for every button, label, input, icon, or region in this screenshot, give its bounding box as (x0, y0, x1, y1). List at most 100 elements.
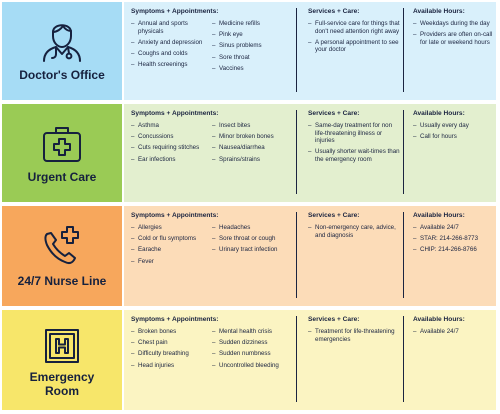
list-item: Same-day treatment for non life-threaten… (308, 122, 400, 145)
hours-column: Available Hours: Available 24/7 (413, 316, 495, 404)
symptoms-column: Symptoms + Appointments: Annual and spor… (131, 8, 293, 94)
phone-plus-icon (2, 222, 122, 268)
list-item: Head injuries (131, 362, 208, 370)
list-item: Urinary tract infection (212, 246, 289, 254)
list-item: Non-emergency care, advice, and diagnosi… (308, 224, 400, 239)
list-item: Weekdays during the day (413, 20, 495, 28)
services-column: Services + Care: Full-service care for t… (308, 8, 400, 94)
list-item: A personal appointment to see your docto… (308, 39, 400, 54)
row-content: Symptoms + Appointments: Broken bones Ch… (122, 310, 496, 410)
list-item: Health screenings (131, 61, 208, 69)
row-nurse-line: 24/7 Nurse Line Symptoms + Appointments:… (2, 206, 496, 306)
row-content: Symptoms + Appointments: Annual and spor… (122, 2, 496, 100)
list-item: Available 24/7 (413, 328, 495, 336)
label-panel: Doctor's Office (2, 2, 122, 100)
row-emergency-room: Emergency Room Symptoms + Appointments: … (2, 310, 496, 410)
column-divider (296, 8, 297, 92)
row-label: Emergency Room (29, 370, 95, 398)
hours-heading: Available Hours: (413, 8, 465, 15)
hours-heading: Available Hours: (413, 316, 465, 323)
symptoms-column: Symptoms + Appointments: Asthma Concussi… (131, 110, 293, 196)
list-item: Uncontrolled bleeding (212, 362, 289, 370)
label-panel: Urgent Care (2, 104, 122, 202)
symptoms-list-left: Allergies Cold or flu symptoms Earache F… (131, 224, 212, 269)
symptoms-column: Symptoms + Appointments: Broken bones Ch… (131, 316, 293, 404)
row-content: Symptoms + Appointments: Asthma Concussi… (122, 104, 496, 202)
list-item: Allergies (131, 224, 208, 232)
list-item: Anxiety and depression (131, 39, 208, 47)
column-divider (296, 316, 297, 402)
symptoms-list-right: Headaches Sore throat or cough Urinary t… (212, 224, 293, 269)
list-item: Pink eye (212, 31, 289, 39)
list-item: Usually shorter wait-times than the emer… (308, 148, 400, 163)
services-heading: Services + Care: (308, 316, 360, 323)
list-item: Asthma (131, 122, 208, 130)
list-item: Ear infections (131, 156, 208, 164)
row-content: Symptoms + Appointments: Allergies Cold … (122, 206, 496, 306)
list-item: Sudden dizziness (212, 339, 289, 347)
hours-heading: Available Hours: (413, 110, 465, 117)
row-doctors-office: Doctor's Office Symptoms + Appointments:… (2, 2, 496, 100)
list-item: Vaccines (212, 65, 289, 73)
hours-column: Available Hours: Available 24/7 STAR: 21… (413, 212, 497, 300)
doctor-icon (2, 16, 122, 62)
list-item: Providers are often on-call for late or … (413, 31, 495, 46)
list-item: Cold or flu symptoms (131, 235, 208, 243)
list-item: Annual and sports physicals (131, 20, 208, 35)
services-column: Services + Care: Treatment for life-thre… (308, 316, 400, 404)
list-item: CHIP: 214-266-8766 (413, 246, 497, 254)
list-item: Minor broken bones (212, 133, 289, 141)
column-divider (296, 110, 297, 194)
column-divider (403, 8, 404, 92)
symptoms-list-right: Mental health crisis Sudden dizziness Su… (212, 328, 293, 373)
list-item: Sore throat or cough (212, 235, 289, 243)
symptoms-list-right: Insect bites Minor broken bones Nausea/d… (212, 122, 293, 167)
symptoms-column: Symptoms + Appointments: Allergies Cold … (131, 212, 293, 300)
symptoms-list-left: Asthma Concussions Cuts requiring stitch… (131, 122, 212, 167)
list-item: Usually every day (413, 122, 495, 130)
column-divider (403, 110, 404, 194)
symptoms-list-left: Annual and sports physicals Anxiety and … (131, 20, 212, 76)
list-item: Sudden numbness (212, 350, 289, 358)
list-item: Sinus problems (212, 42, 289, 50)
list-item: Headaches (212, 224, 289, 232)
services-heading: Services + Care: (308, 110, 360, 117)
services-column: Services + Care: Same-day treatment for … (308, 110, 400, 196)
hours-heading: Available Hours: (413, 212, 465, 219)
list-item: Difficulty breathing (131, 350, 208, 358)
list-item: Sore throat (212, 54, 289, 62)
symptoms-list-left: Broken bones Chest pain Difficulty breat… (131, 328, 212, 373)
list-item: Full-service care for things that don't … (308, 20, 400, 35)
column-divider (403, 316, 404, 402)
list-item: Call for hours (413, 133, 495, 141)
services-heading: Services + Care: (308, 212, 360, 219)
symptoms-heading: Symptoms + Appointments: (131, 212, 219, 219)
label-panel: Emergency Room (2, 310, 122, 410)
list-item: Medicine refills (212, 20, 289, 28)
services-column: Services + Care: Non-emergency care, adv… (308, 212, 400, 300)
symptoms-heading: Symptoms + Appointments: (131, 8, 219, 15)
list-item: Cuts requiring stitches (131, 144, 208, 152)
first-aid-kit-icon (2, 124, 122, 164)
hospital-icon (2, 326, 122, 366)
row-urgent-care: Urgent Care Symptoms + Appointments: Ast… (2, 104, 496, 202)
list-item: Treatment for life-threatening emergenci… (308, 328, 400, 343)
label-panel: 24/7 Nurse Line (2, 206, 122, 306)
list-item: Mental health crisis (212, 328, 289, 336)
symptoms-list-right: Medicine refills Pink eye Sinus problems… (212, 20, 293, 76)
list-item: Insect bites (212, 122, 289, 130)
row-label: Doctor's Office (19, 68, 105, 82)
column-divider (403, 212, 404, 298)
list-item: Chest pain (131, 339, 208, 347)
list-item: Concussions (131, 133, 208, 141)
row-label: 24/7 Nurse Line (17, 274, 107, 288)
list-item: Sprains/strains (212, 156, 289, 164)
column-divider (296, 212, 297, 298)
list-item: STAR: 214-266-8773 (413, 235, 497, 243)
list-item: Nausea/diarrhea (212, 144, 289, 152)
list-item: Available 24/7 (413, 224, 497, 232)
list-item: Fever (131, 258, 208, 266)
services-heading: Services + Care: (308, 8, 360, 15)
hours-column: Available Hours: Weekdays during the day… (413, 8, 495, 94)
symptoms-heading: Symptoms + Appointments: (131, 110, 219, 117)
